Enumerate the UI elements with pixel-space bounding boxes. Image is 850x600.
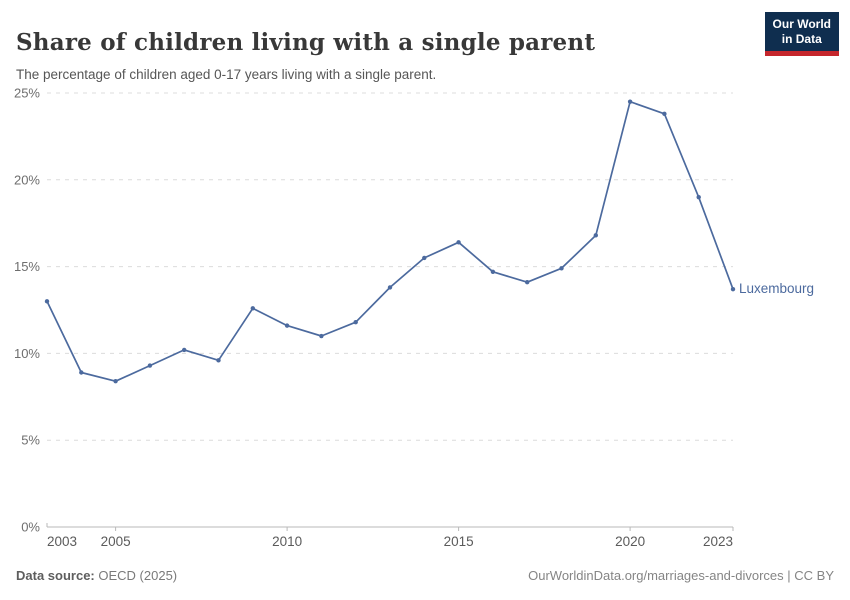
svg-text:2015: 2015 <box>444 534 474 549</box>
svg-text:2023: 2023 <box>703 534 733 549</box>
owid-logo-line1: Our World <box>772 17 831 31</box>
svg-text:20%: 20% <box>14 172 40 187</box>
owid-logo-line2: in Data <box>781 32 822 46</box>
data-source-label: Data source: <box>16 568 95 583</box>
footer-credits: OurWorldinData.org/marriages-and-divorce… <box>528 568 834 583</box>
svg-text:10%: 10% <box>14 346 40 361</box>
svg-text:2003: 2003 <box>47 534 77 549</box>
footer-separator: | <box>783 568 795 583</box>
svg-text:2020: 2020 <box>615 534 645 549</box>
owid-url-link[interactable]: OurWorldinData.org/marriages-and-divorce… <box>528 568 784 583</box>
svg-text:25%: 25% <box>14 86 40 101</box>
page-title: Share of children living with a single p… <box>16 29 596 57</box>
chart-footer: Data source: OECD (2025) OurWorldinData.… <box>16 568 834 583</box>
svg-text:2005: 2005 <box>101 534 131 549</box>
data-source-value: OECD (2025) <box>98 568 178 583</box>
svg-text:2010: 2010 <box>272 534 302 549</box>
svg-text:0%: 0% <box>21 520 40 535</box>
data-source: Data source: OECD (2025) <box>16 568 177 583</box>
owid-logo[interactable]: Our World in Data <box>764 12 839 56</box>
license-badge: CC BY <box>794 568 834 583</box>
svg-text:5%: 5% <box>21 433 40 448</box>
series-label-luxembourg[interactable]: Luxembourg <box>739 281 815 297</box>
svg-text:15%: 15% <box>14 259 40 274</box>
chart-subtitle: The percentage of children aged 0-17 yea… <box>16 66 437 82</box>
